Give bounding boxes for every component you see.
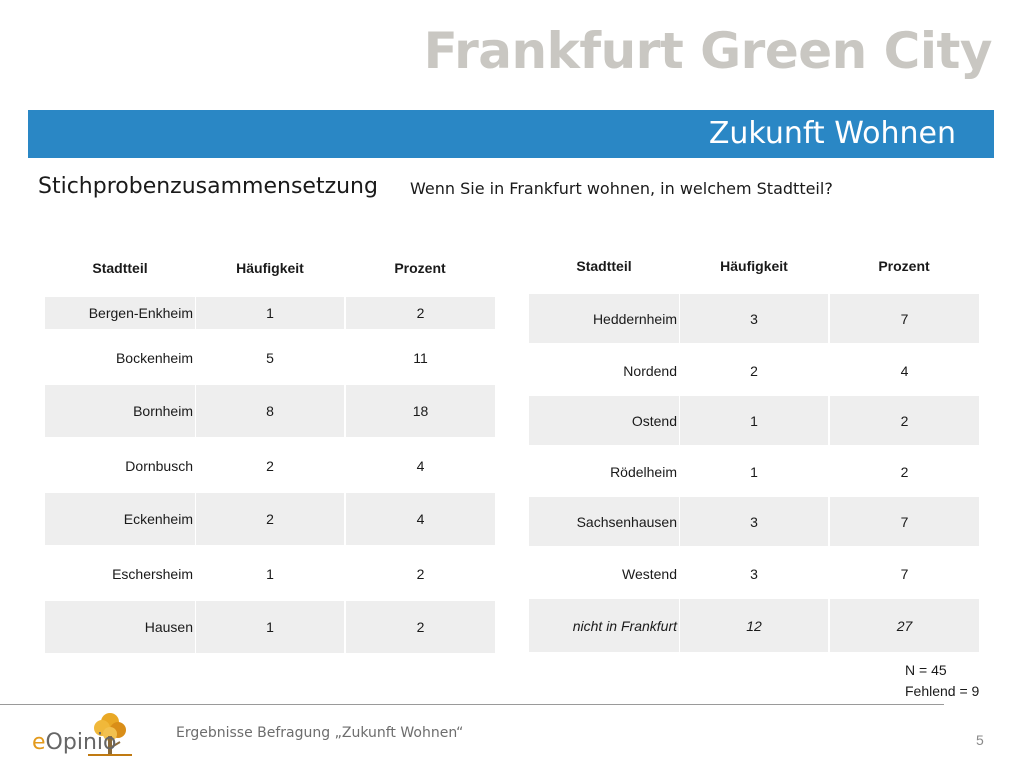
frequency-cell: 1 [196, 601, 344, 653]
page-number: 5 [976, 732, 984, 748]
district-name-cell: nicht in Frankfurt [529, 599, 679, 652]
brand-title: Frankfurt Green City [423, 22, 993, 80]
percent-cell: 4 [346, 493, 495, 545]
frequency-cell: 1 [750, 464, 758, 480]
frequency-cell: 1 [680, 396, 828, 445]
district-name-cell: Hausen [45, 601, 195, 653]
percent-cell: 7 [830, 497, 979, 546]
column-header-percent: Prozent [878, 258, 930, 274]
footer-caption: Ergebnisse Befragung „Zukunft Wohnen“ [176, 725, 464, 741]
district-name-cell: Dornbusch [125, 458, 193, 474]
column-header-frequency: Häufigkeit [236, 260, 304, 276]
frequency-cell: 5 [266, 350, 274, 366]
tree-icon [88, 713, 132, 756]
percent-cell: 2 [346, 297, 495, 329]
section-header-bar: Zukunft Wohnen [28, 110, 994, 158]
section-title: Zukunft Wohnen [708, 116, 956, 151]
district-name-cell: Bockenheim [115, 350, 193, 366]
frequency-cell: 1 [196, 297, 344, 329]
percent-cell: 4 [900, 363, 909, 379]
table-row: Dornbusch 2 4 [45, 441, 495, 491]
frequency-cell: 2 [266, 458, 274, 474]
district-name-cell: Eschersheim [112, 566, 193, 582]
table-row: Rödelheim 1 2 [529, 448, 979, 496]
eopinio-logo: eOpinio [28, 708, 148, 763]
district-name-cell: Bergen-Enkheim [45, 297, 195, 329]
sample-size: N = 45 [905, 662, 947, 678]
percent-cell: 11 [413, 350, 428, 366]
frequency-cell: 3 [750, 566, 758, 582]
sample-composition-heading: Stichprobenzusammensetzung [38, 174, 378, 199]
column-header-district: Stadtteil [576, 258, 632, 274]
frequency-cell: 12 [680, 599, 828, 652]
district-name-cell: Eckenheim [45, 493, 195, 545]
column-header-district: Stadtteil [92, 260, 148, 276]
table-row: Eschersheim 1 2 [45, 549, 495, 599]
column-header-frequency: Häufigkeit [720, 258, 788, 274]
table-row: Hausen 1 2 [45, 601, 495, 653]
missing-count: Fehlend = 9 [905, 683, 980, 699]
percent-cell: 7 [900, 566, 909, 582]
frequency-cell: 2 [750, 363, 758, 379]
percent-cell: 7 [830, 294, 979, 343]
district-name-cell: Rödelheim [610, 464, 677, 480]
percent-cell: 4 [416, 458, 425, 474]
percent-cell: 2 [346, 601, 495, 653]
footer-divider [0, 704, 944, 705]
percent-cell: 18 [346, 385, 495, 437]
sample-notes: N = 45 Fehlend = 9 [905, 660, 979, 702]
survey-question: Wenn Sie in Frankfurt wohnen, in welchem… [410, 179, 833, 198]
frequency-cell: 2 [196, 493, 344, 545]
table-row: Westend 3 7 [529, 550, 979, 598]
logo-wordmark: eOpinio [32, 730, 117, 755]
table-row: Ostend 1 2 [529, 396, 979, 445]
table-row: Bergen-Enkheim 1 2 [45, 297, 495, 329]
table-row: Sachsenhausen 3 7 [529, 497, 979, 546]
percent-cell: 2 [416, 566, 425, 582]
district-name-cell: Westend [622, 566, 677, 582]
district-name-cell: Bornheim [45, 385, 195, 437]
frequency-cell: 8 [196, 385, 344, 437]
frequency-cell: 1 [266, 566, 274, 582]
district-table-right: Stadtteil Häufigkeit Prozent Heddernheim… [529, 0, 979, 768]
table-row: nicht in Frankfurt 12 27 [529, 599, 979, 652]
district-name-cell: Sachsenhausen [529, 497, 679, 546]
percent-cell: 2 [830, 396, 979, 445]
district-table-left: Stadtteil Häufigkeit Prozent Bergen-Enkh… [45, 0, 495, 768]
percent-cell: 27 [830, 599, 979, 652]
column-header-percent: Prozent [394, 260, 446, 276]
table-row: Bornheim 8 18 [45, 385, 495, 437]
frequency-cell: 3 [680, 497, 828, 546]
table-row: Bockenheim 5 11 [45, 333, 495, 383]
table-row: Nordend 2 4 [529, 347, 979, 395]
table-row: Eckenheim 2 4 [45, 493, 495, 545]
district-name-cell: Heddernheim [529, 294, 679, 343]
frequency-cell: 3 [680, 294, 828, 343]
district-name-cell: Ostend [529, 396, 679, 445]
district-name-cell: Nordend [623, 363, 677, 379]
percent-cell: 2 [900, 464, 909, 480]
table-row: Heddernheim 3 7 [529, 294, 979, 343]
